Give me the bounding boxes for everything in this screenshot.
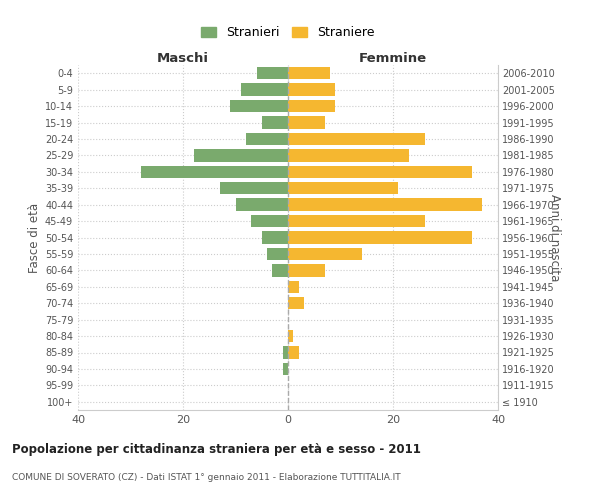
Bar: [267, 248, 288, 260]
Bar: [288, 215, 425, 227]
Bar: [257, 67, 288, 80]
Bar: [283, 363, 288, 375]
Bar: [235, 198, 288, 211]
Bar: [288, 280, 299, 293]
Bar: [288, 330, 293, 342]
Text: Maschi: Maschi: [157, 52, 209, 65]
Bar: [288, 133, 425, 145]
Bar: [272, 264, 288, 276]
Bar: [246, 133, 288, 145]
Bar: [288, 346, 299, 358]
Text: Femmine: Femmine: [359, 52, 427, 65]
Bar: [288, 232, 472, 243]
Bar: [220, 182, 288, 194]
Bar: [288, 149, 409, 162]
Bar: [241, 84, 288, 96]
Bar: [283, 346, 288, 358]
Bar: [288, 182, 398, 194]
Bar: [230, 100, 288, 112]
Bar: [288, 198, 482, 211]
Legend: Stranieri, Straniere: Stranieri, Straniere: [201, 26, 375, 40]
Bar: [251, 215, 288, 227]
Bar: [288, 100, 335, 112]
Bar: [262, 232, 288, 243]
Bar: [288, 67, 330, 80]
Bar: [288, 264, 325, 276]
Bar: [262, 116, 288, 128]
Bar: [193, 149, 288, 162]
Bar: [288, 116, 325, 128]
Bar: [288, 297, 304, 310]
Y-axis label: Fasce di età: Fasce di età: [28, 202, 41, 272]
Bar: [141, 166, 288, 178]
Bar: [288, 166, 472, 178]
Text: COMUNE DI SOVERATO (CZ) - Dati ISTAT 1° gennaio 2011 - Elaborazione TUTTITALIA.I: COMUNE DI SOVERATO (CZ) - Dati ISTAT 1° …: [12, 472, 401, 482]
Text: Popolazione per cittadinanza straniera per età e sesso - 2011: Popolazione per cittadinanza straniera p…: [12, 442, 421, 456]
Y-axis label: Anni di nascita: Anni di nascita: [548, 194, 560, 281]
Bar: [288, 248, 361, 260]
Bar: [288, 84, 335, 96]
